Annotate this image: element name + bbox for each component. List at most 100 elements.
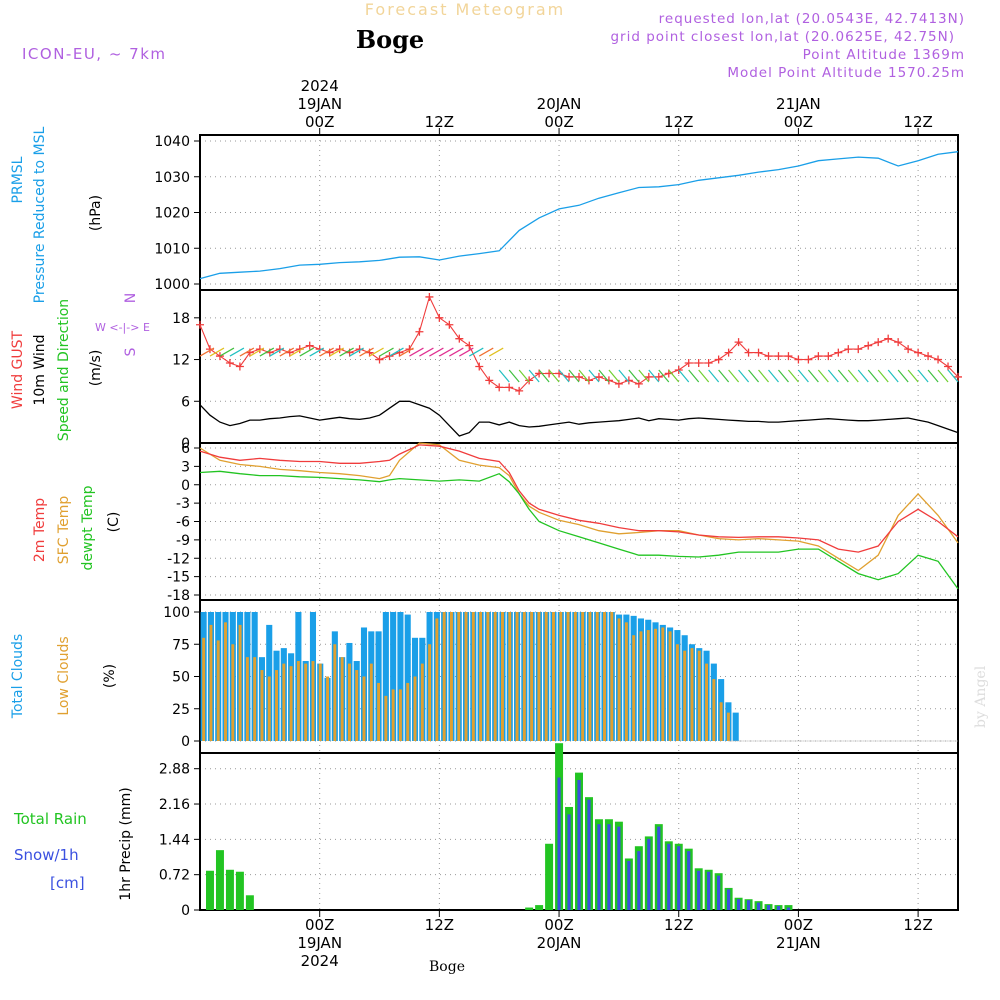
y-tick-label: 6 (181, 394, 190, 410)
low-cloud-bar (289, 666, 293, 741)
pressure-unit: (hPa) (88, 195, 104, 231)
time-tick-label: 21JAN (776, 934, 821, 952)
low-cloud-bar (624, 622, 628, 741)
gust-marker (764, 352, 773, 361)
low-cloud-bar (377, 682, 381, 741)
low-cloud-bar (537, 612, 541, 741)
gust-marker (505, 383, 514, 392)
wind-arrow (249, 347, 265, 357)
wind-arrow (339, 347, 354, 357)
low-cloud-bar (493, 612, 497, 741)
gust-marker (305, 341, 314, 350)
wind-arrow (887, 369, 899, 383)
gust-marker (485, 376, 494, 385)
precip-label: 1hr Precip (mm) (118, 787, 134, 900)
gust-marker (934, 355, 943, 364)
snow-bar (657, 826, 661, 910)
gust-marker (784, 352, 793, 361)
y-tick-label: 1010 (154, 241, 190, 257)
total-cloud-bar (397, 612, 404, 741)
snow-bar (667, 843, 671, 910)
low-cloud-bar (449, 612, 453, 741)
snow-bar (557, 777, 561, 910)
y-tick-label: 1020 (154, 206, 190, 222)
snow-bar (627, 860, 631, 910)
gust-marker (465, 341, 474, 350)
wind-arrow (877, 369, 889, 383)
low-cloud-bar (326, 676, 330, 741)
gust-marker (684, 359, 693, 368)
low-cloud-bar (486, 612, 490, 741)
time-tick-label: 00Z (305, 916, 334, 934)
wind-arrow (369, 347, 384, 357)
wind-arrow (229, 347, 245, 357)
dewpt-line (199, 470, 959, 590)
low-cloud-bar (654, 628, 657, 741)
rain-bar (535, 905, 544, 910)
wind-arrow (867, 369, 879, 383)
y-tick-label: 1.44 (159, 832, 190, 848)
wind-arrow (718, 369, 730, 383)
time-tick-label: 12Z (903, 113, 932, 131)
total-cloud-bar (382, 612, 389, 741)
bottom-location: Boge (429, 959, 465, 975)
gust-marker (704, 359, 713, 368)
gust-marker (724, 348, 733, 357)
low-cloud-bar (231, 644, 235, 741)
time-tick-label: 12Z (425, 916, 454, 934)
gust-marker (445, 320, 454, 329)
snow-bar (717, 875, 721, 910)
gust-marker (894, 338, 903, 347)
wind-arrow (907, 369, 919, 383)
wind-arrow (837, 369, 849, 383)
gust-marker (914, 348, 923, 357)
wind-arrow (708, 369, 720, 383)
low-cloud-bar (581, 612, 585, 741)
wind-arrow (239, 347, 255, 357)
total-cloud-bar (404, 614, 411, 741)
wind-arrow (558, 369, 570, 383)
total-cloud-bar (732, 712, 739, 741)
low-cloud-bar (515, 612, 519, 741)
time-tick-label: 2024 (301, 952, 339, 970)
gust-marker (904, 345, 913, 354)
y-tick-label: -6 (176, 515, 190, 531)
model-label: ICON-EU, ~ 7km (22, 45, 167, 63)
wind-arrow (439, 347, 454, 357)
snow-bar (617, 826, 621, 910)
wind-arrow (817, 369, 829, 383)
low-clouds-label: Low Clouds (56, 636, 72, 715)
wind-arrow (658, 369, 670, 383)
low-cloud-bar (398, 689, 402, 741)
gust-label: Wind GUST (10, 330, 26, 409)
temp-unit: (C) (106, 512, 122, 533)
wind-arrow (778, 369, 789, 383)
low-cloud-bar (610, 612, 614, 741)
super-title: Forecast Meteogram (365, 0, 565, 19)
panel-temperature: -18 -15 -12 -9 -6 -3 0 3 6 (167, 441, 959, 604)
wind-arrow (329, 347, 344, 357)
gust-marker (774, 352, 783, 361)
y-tick-label: 0 (181, 436, 190, 452)
low-cloud-bar (479, 612, 483, 741)
pressure-label: PRMSL (10, 156, 26, 203)
wind-arrow (758, 369, 769, 383)
gust-marker (804, 355, 813, 364)
wind-arrow (628, 369, 640, 383)
low-cloud-bar (224, 622, 227, 741)
requested-coords: requested lon,lat (20.0543E, 42.7413N) (659, 11, 965, 27)
gust-marker (435, 313, 444, 322)
total-cloud-bar (390, 612, 397, 741)
wind-arrow (349, 347, 364, 357)
wind-arrow (219, 347, 235, 357)
low-cloud-bar (311, 661, 315, 741)
snow-bar (756, 902, 761, 910)
y-tick-label: 100 (163, 605, 190, 621)
time-tick-label: 12Z (425, 113, 454, 131)
wind-arrow (768, 369, 779, 383)
wind-arrow (917, 369, 929, 383)
snow-bar (577, 779, 581, 910)
low-cloud-bar (712, 679, 716, 741)
low-cloud-bar (705, 663, 709, 741)
